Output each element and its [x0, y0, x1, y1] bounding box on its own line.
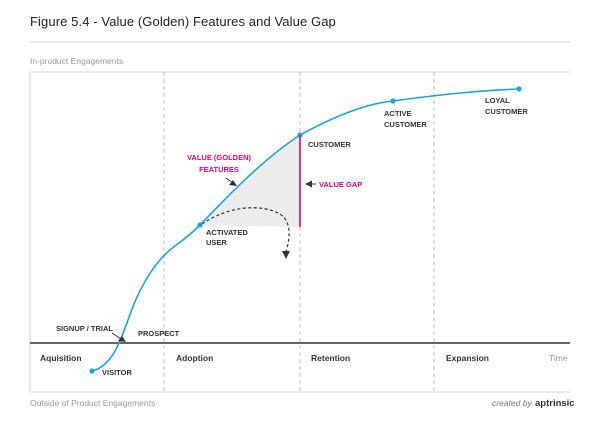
stage-label-expansion: Expansion: [446, 353, 489, 363]
stage-label-adoption: Adoption: [176, 353, 213, 363]
visitor-dot: [89, 368, 95, 374]
signup-label: SIGNUP / TRIAL: [56, 324, 113, 333]
customer-label: CUSTOMER: [308, 140, 351, 149]
golden-features-pointer-arrowhead: [229, 180, 237, 186]
golden-features-label-line-2: FEATURES: [199, 165, 239, 174]
value-gap-area: [200, 135, 300, 227]
activated-label-line-1: ACTIVATED: [206, 228, 248, 237]
visitor-label: VISITOR: [102, 368, 132, 377]
prospect-label: PROSPECT: [138, 329, 180, 338]
loyal-customer-label-line-2: CUSTOMER: [485, 107, 528, 116]
value-gap-label: VALUE GAP: [319, 180, 362, 189]
activated-user-dot: [197, 222, 203, 228]
active-customer-dot: [390, 98, 396, 104]
y-axis-bottom-label: Outside of Product Engagements: [30, 398, 155, 408]
value-gap-pointer-arrowhead: [305, 180, 312, 188]
x-axis-label: Time: [549, 353, 568, 363]
credit-prefix: created by: [492, 398, 532, 408]
golden-features-label-line-1: VALUE (GOLDEN): [187, 153, 252, 162]
credit-brand-logo: aptrinsic: [535, 398, 575, 409]
figure-title: Figure 5.4 - Value (Golden) Features and…: [30, 14, 336, 29]
dashed-curve-arrowhead: [282, 251, 290, 259]
stage-label-retention: Retention: [311, 353, 350, 363]
stage-label-aquisition: Aquisition: [40, 353, 82, 363]
loyal-customer-dot: [516, 86, 522, 92]
loyal-customer-label-line-1: LOYAL: [485, 96, 510, 105]
signup-pointer-line: [111, 332, 122, 340]
active-customer-label-line-2: CUSTOMER: [384, 120, 427, 129]
active-customer-label-line-1: ACTIVE: [384, 109, 412, 118]
y-axis-top-label: In-product Engagements: [30, 56, 123, 66]
signup-pointer-arrowhead: [118, 336, 126, 342]
growth-curve: [91, 88, 520, 372]
activated-label-line-2: USER: [206, 238, 227, 247]
